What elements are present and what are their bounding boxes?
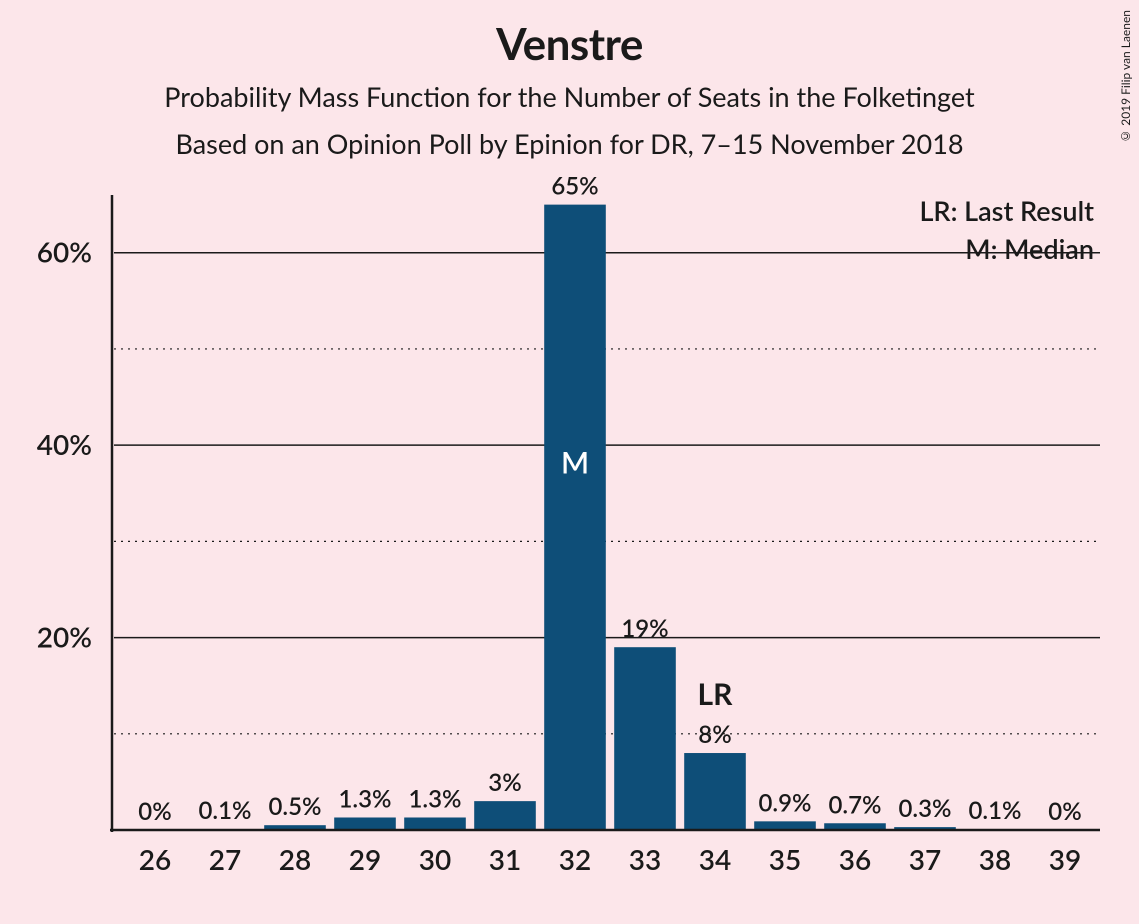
median-marker: M: [561, 445, 589, 481]
bar: [474, 801, 536, 830]
bar-value-label: 0.5%: [269, 792, 322, 821]
bar: [544, 205, 606, 830]
x-tick-label: 38: [979, 842, 1011, 876]
last-result-marker: LR: [698, 676, 734, 712]
x-tick-label: 37: [909, 842, 941, 876]
legend-median: M: Median: [965, 232, 1094, 265]
x-tick-label: 32: [559, 842, 591, 876]
bar-value-label: 0%: [1048, 797, 1081, 826]
bar-value-label: 3%: [488, 768, 521, 797]
y-tick-label: 60%: [37, 235, 92, 269]
bar-value-label: 0.9%: [759, 788, 812, 817]
x-tick-label: 39: [1049, 842, 1081, 876]
x-tick-label: 30: [419, 842, 451, 876]
bar: [684, 753, 746, 830]
bar: [334, 817, 396, 830]
chart-subtitle-1: Probability Mass Function for the Number…: [0, 80, 1139, 113]
bar: [614, 647, 676, 830]
chart-subtitle-2: Based on an Opinion Poll by Epinion for …: [0, 127, 1139, 160]
bar: [404, 817, 466, 830]
bar-value-label: 0.1%: [199, 796, 252, 825]
chart-title: Venstre: [0, 18, 1139, 70]
bar-value-label: 0.7%: [829, 790, 882, 819]
x-tick-label: 28: [279, 842, 311, 876]
bar-value-label: 0.1%: [969, 796, 1022, 825]
bar-value-label: 0%: [138, 797, 171, 826]
x-tick-label: 29: [349, 842, 381, 876]
bar-value-label: 0.3%: [899, 794, 952, 823]
y-tick-label: 40%: [37, 427, 92, 461]
y-tick-label: 20%: [37, 620, 92, 654]
bar-value-label: 65%: [551, 172, 598, 201]
legend-lr: LR: Last Result: [919, 194, 1094, 227]
bar-value-label: 8%: [698, 720, 731, 749]
x-tick-label: 36: [839, 842, 871, 876]
x-tick-label: 35: [769, 842, 801, 876]
bar-value-label: 19%: [621, 614, 668, 643]
x-tick-label: 26: [139, 842, 171, 876]
x-tick-label: 33: [629, 842, 661, 876]
x-tick-label: 27: [209, 842, 241, 876]
x-tick-label: 34: [699, 842, 731, 876]
copyright-label: © 2019 Filip van Laenen: [1118, 10, 1133, 144]
bar-value-label: 1.3%: [339, 784, 392, 813]
bar-value-label: 1.3%: [409, 784, 462, 813]
pmf-bar-chart: 20%40%60%0%260.1%270.5%281.3%291.3%303%3…: [110, 195, 1100, 830]
bar: [754, 821, 816, 830]
x-tick-label: 31: [489, 842, 521, 876]
